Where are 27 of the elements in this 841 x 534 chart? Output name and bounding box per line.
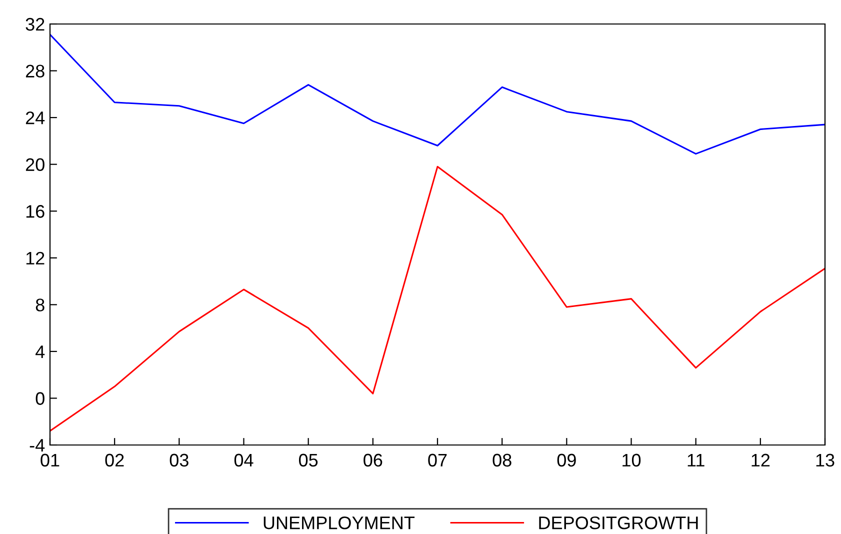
x-tick-label: 03 [170,454,188,467]
x-tick-label: 09 [557,454,576,467]
y-tick-label: 0 [36,392,44,405]
x-tick-label: 07 [428,454,447,467]
x-tick-label: 06 [364,454,382,467]
line-series [50,166,825,432]
x-tick-label: 04 [234,454,254,467]
y-tick-label: 20 [26,158,44,172]
y-tick-label: 8 [36,298,44,312]
y-tick-label: 32 [26,18,44,31]
x-tick-label: 12 [752,454,770,466]
y-tick-label: 24 [26,111,45,124]
x-tick-label: 11 [688,454,704,466]
x-tick-label: 10 [622,454,641,467]
legend-label: UNEMPLOYMENT [264,516,415,530]
x-tick-label: 05 [299,454,318,467]
x-tick-label: 08 [492,454,512,467]
x-tick-label: 01 [40,454,60,467]
legend-label: DEPOSITGROWTH [539,516,698,530]
x-tick-label: 02 [105,454,124,467]
y-tick-label: 16 [26,205,44,218]
line-series [50,34,825,155]
y-tick-label: 28 [26,64,44,78]
y-tick-label: 4 [36,346,45,358]
x-tick-label: 13 [816,454,834,467]
y-tick-label: 12 [26,252,44,264]
y-tick-label: -4 [30,439,45,452]
